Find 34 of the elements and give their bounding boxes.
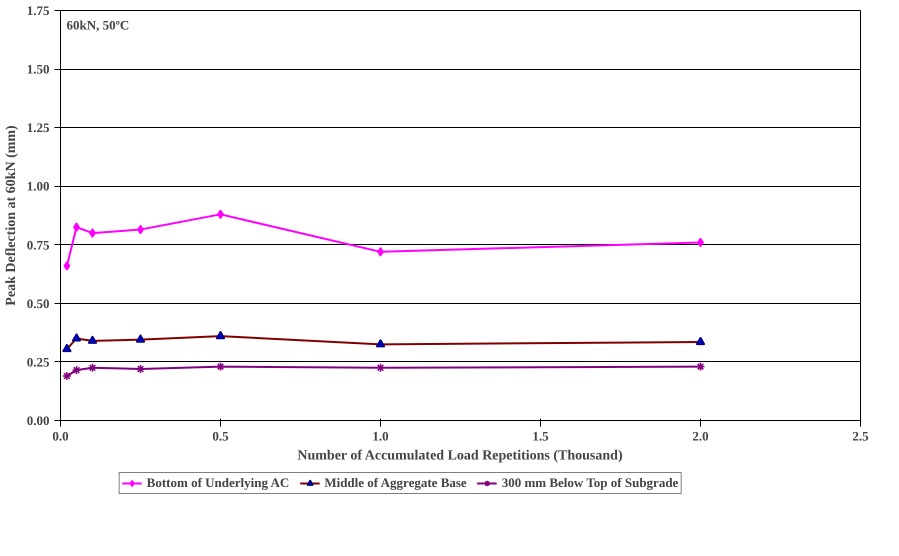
point: [377, 247, 384, 257]
point: [136, 364, 146, 374]
x-tick-label: 1.5: [532, 428, 550, 444]
y-tick-label: 1.25: [26, 120, 50, 136]
legend-label: 300 mm Below Top of Subgrade: [502, 475, 678, 491]
y-tick-label: 0.50: [26, 296, 50, 311]
y-tick-label: 1.50: [26, 62, 50, 77]
y-tick-label: 0.00: [26, 413, 50, 428]
point: [63, 261, 70, 271]
annotation: 60kN, 50ºC: [66, 18, 130, 32]
point: [72, 365, 82, 375]
x-tick-label: 2.0: [692, 428, 709, 444]
point: [88, 363, 98, 373]
point: [217, 210, 224, 220]
legend-label: Bottom of Underlying AC: [146, 475, 290, 491]
point: [696, 362, 706, 372]
point: [62, 371, 72, 381]
x-tick-label: 0.5: [212, 428, 230, 444]
y-tick-label: 0.75: [26, 237, 50, 252]
x-axis-title: Number of Accumulated Load Repetitions (Thousand): [297, 448, 623, 464]
point: [137, 224, 144, 234]
x-tick-label: 2.5: [852, 428, 870, 444]
point: [73, 222, 80, 232]
x-tick-label: 0.0: [52, 428, 69, 444]
y-tick-label: 0.25: [26, 354, 50, 370]
y-tick-label: 1.00: [26, 178, 50, 194]
x-tick-label: 1.0: [372, 428, 389, 444]
point: [89, 228, 96, 238]
y-axis-title: Peak Deflection at 60kN (mm): [4, 124, 19, 306]
y-tick-label: 1.75: [26, 3, 50, 18]
point: [697, 238, 704, 248]
legend-label: Middle of Aggregate Base: [324, 475, 467, 491]
point: [216, 362, 226, 372]
point: [376, 363, 386, 373]
